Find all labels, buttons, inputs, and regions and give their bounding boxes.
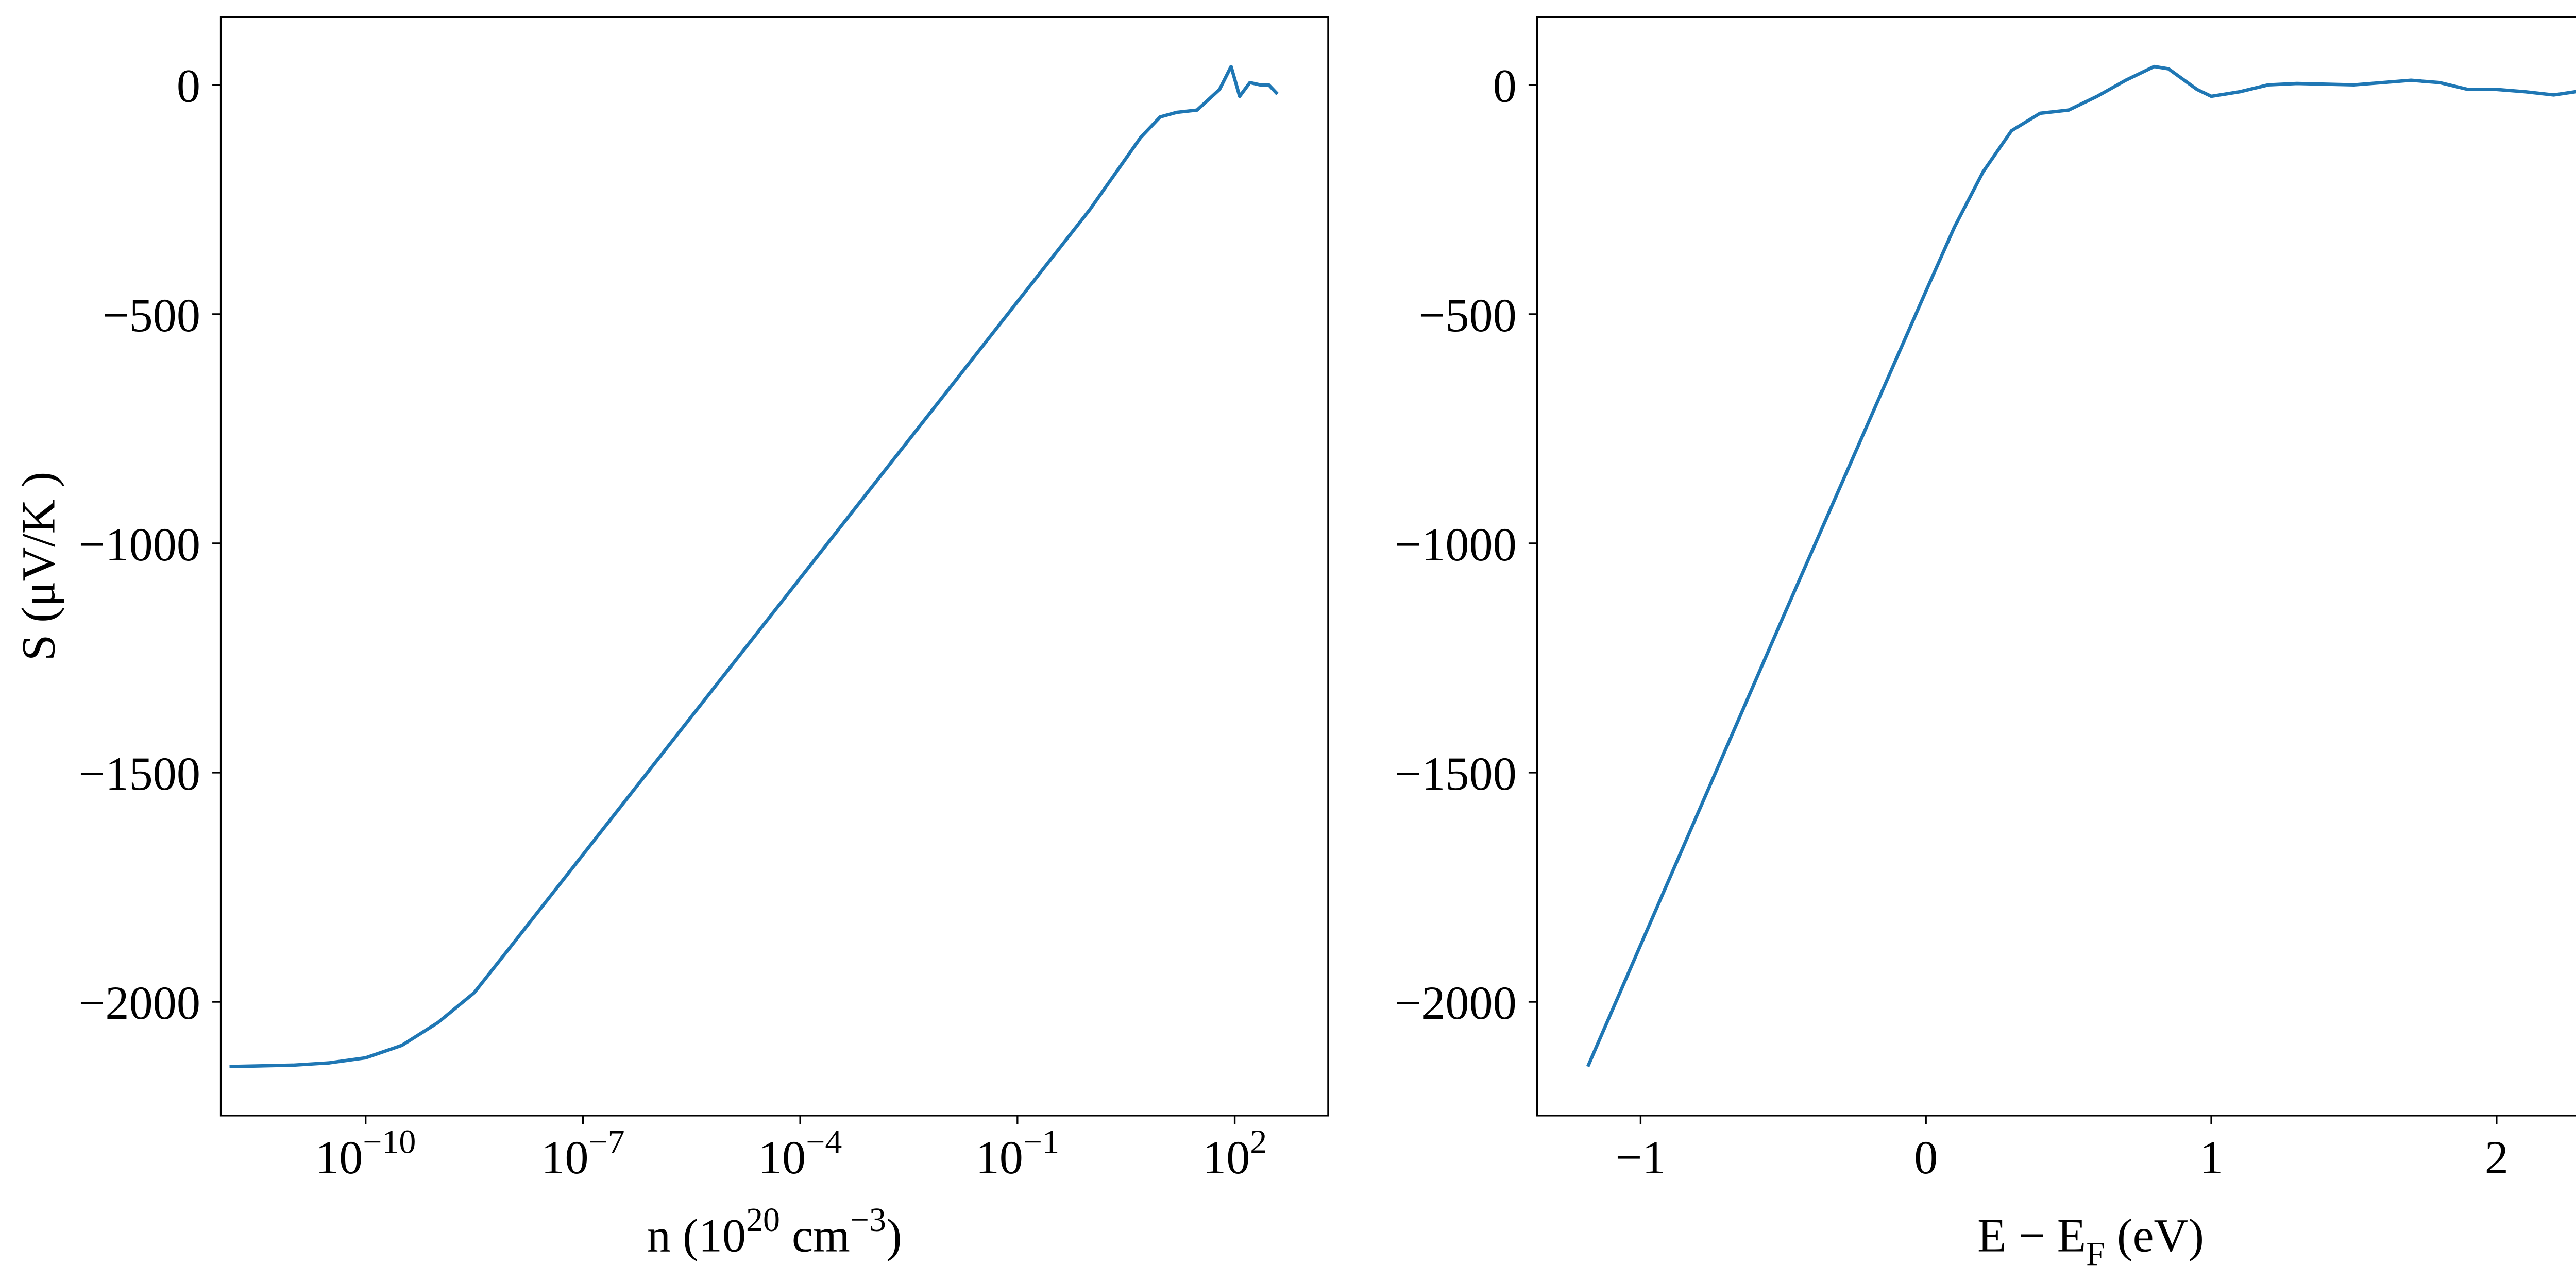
x-label-text: )	[886, 1209, 902, 1262]
tick-base: 10	[541, 1131, 588, 1184]
tick-exponent: −1	[1023, 1123, 1059, 1160]
y-tick-label: −500	[102, 289, 200, 341]
data-line	[229, 64, 1279, 1068]
tick-exponent: 2	[1250, 1123, 1267, 1160]
y-tick-label: −1000	[78, 518, 200, 571]
tick-base: 10	[1202, 1131, 1250, 1184]
x-axis-label: n (1020 cm−3)	[647, 1201, 902, 1262]
plot-frame	[219, 16, 1329, 1117]
x-label-script: F	[2086, 1235, 2105, 1273]
tick-base: 10	[758, 1131, 806, 1184]
x-tick-label: −1	[1615, 1131, 1666, 1184]
x-tick-label: 0	[1914, 1131, 1938, 1184]
x-tick-label: 10−1	[976, 1123, 1059, 1184]
x-axis-label: E − EF (eV)	[1977, 1209, 2204, 1273]
x-label-text: n (10	[647, 1209, 746, 1262]
x-tick-label: 2	[2485, 1131, 2509, 1184]
y-tick-label: −500	[1418, 289, 1517, 341]
y-tick-label: 0	[177, 60, 200, 112]
y-tick-label: 0	[1493, 60, 1517, 112]
x-tick-label: 10−4	[758, 1123, 842, 1184]
x-label-text: E − E	[1977, 1209, 2086, 1262]
x-tick-label: 10−10	[315, 1123, 416, 1184]
x-tick-label: 10−7	[541, 1123, 624, 1184]
x-tick-label: 1	[2199, 1131, 2223, 1184]
y-tick-label: −2000	[1395, 977, 1517, 1029]
x-label-script: 20	[746, 1201, 780, 1239]
y-tick-label: −1000	[1395, 518, 1517, 571]
x-tick-label: 102	[1202, 1123, 1267, 1184]
tick-base: 10	[976, 1131, 1023, 1184]
y-tick-label: −1500	[78, 747, 200, 800]
y-tick-label: −2000	[78, 977, 200, 1029]
tick-base: 10	[315, 1131, 363, 1184]
tick-exponent: −7	[588, 1123, 624, 1160]
x-label-script: −3	[850, 1201, 886, 1239]
data-line	[1586, 64, 2576, 1067]
tick-exponent: −10	[363, 1123, 416, 1160]
plot-frame	[1536, 16, 2576, 1117]
y-tick-label: −1500	[1395, 747, 1517, 800]
x-label-text: (eV)	[2105, 1209, 2204, 1262]
x-label-text: cm	[780, 1209, 850, 1262]
y-axis-label: S (μV/K )	[12, 472, 64, 661]
tick-exponent: −4	[806, 1123, 842, 1160]
